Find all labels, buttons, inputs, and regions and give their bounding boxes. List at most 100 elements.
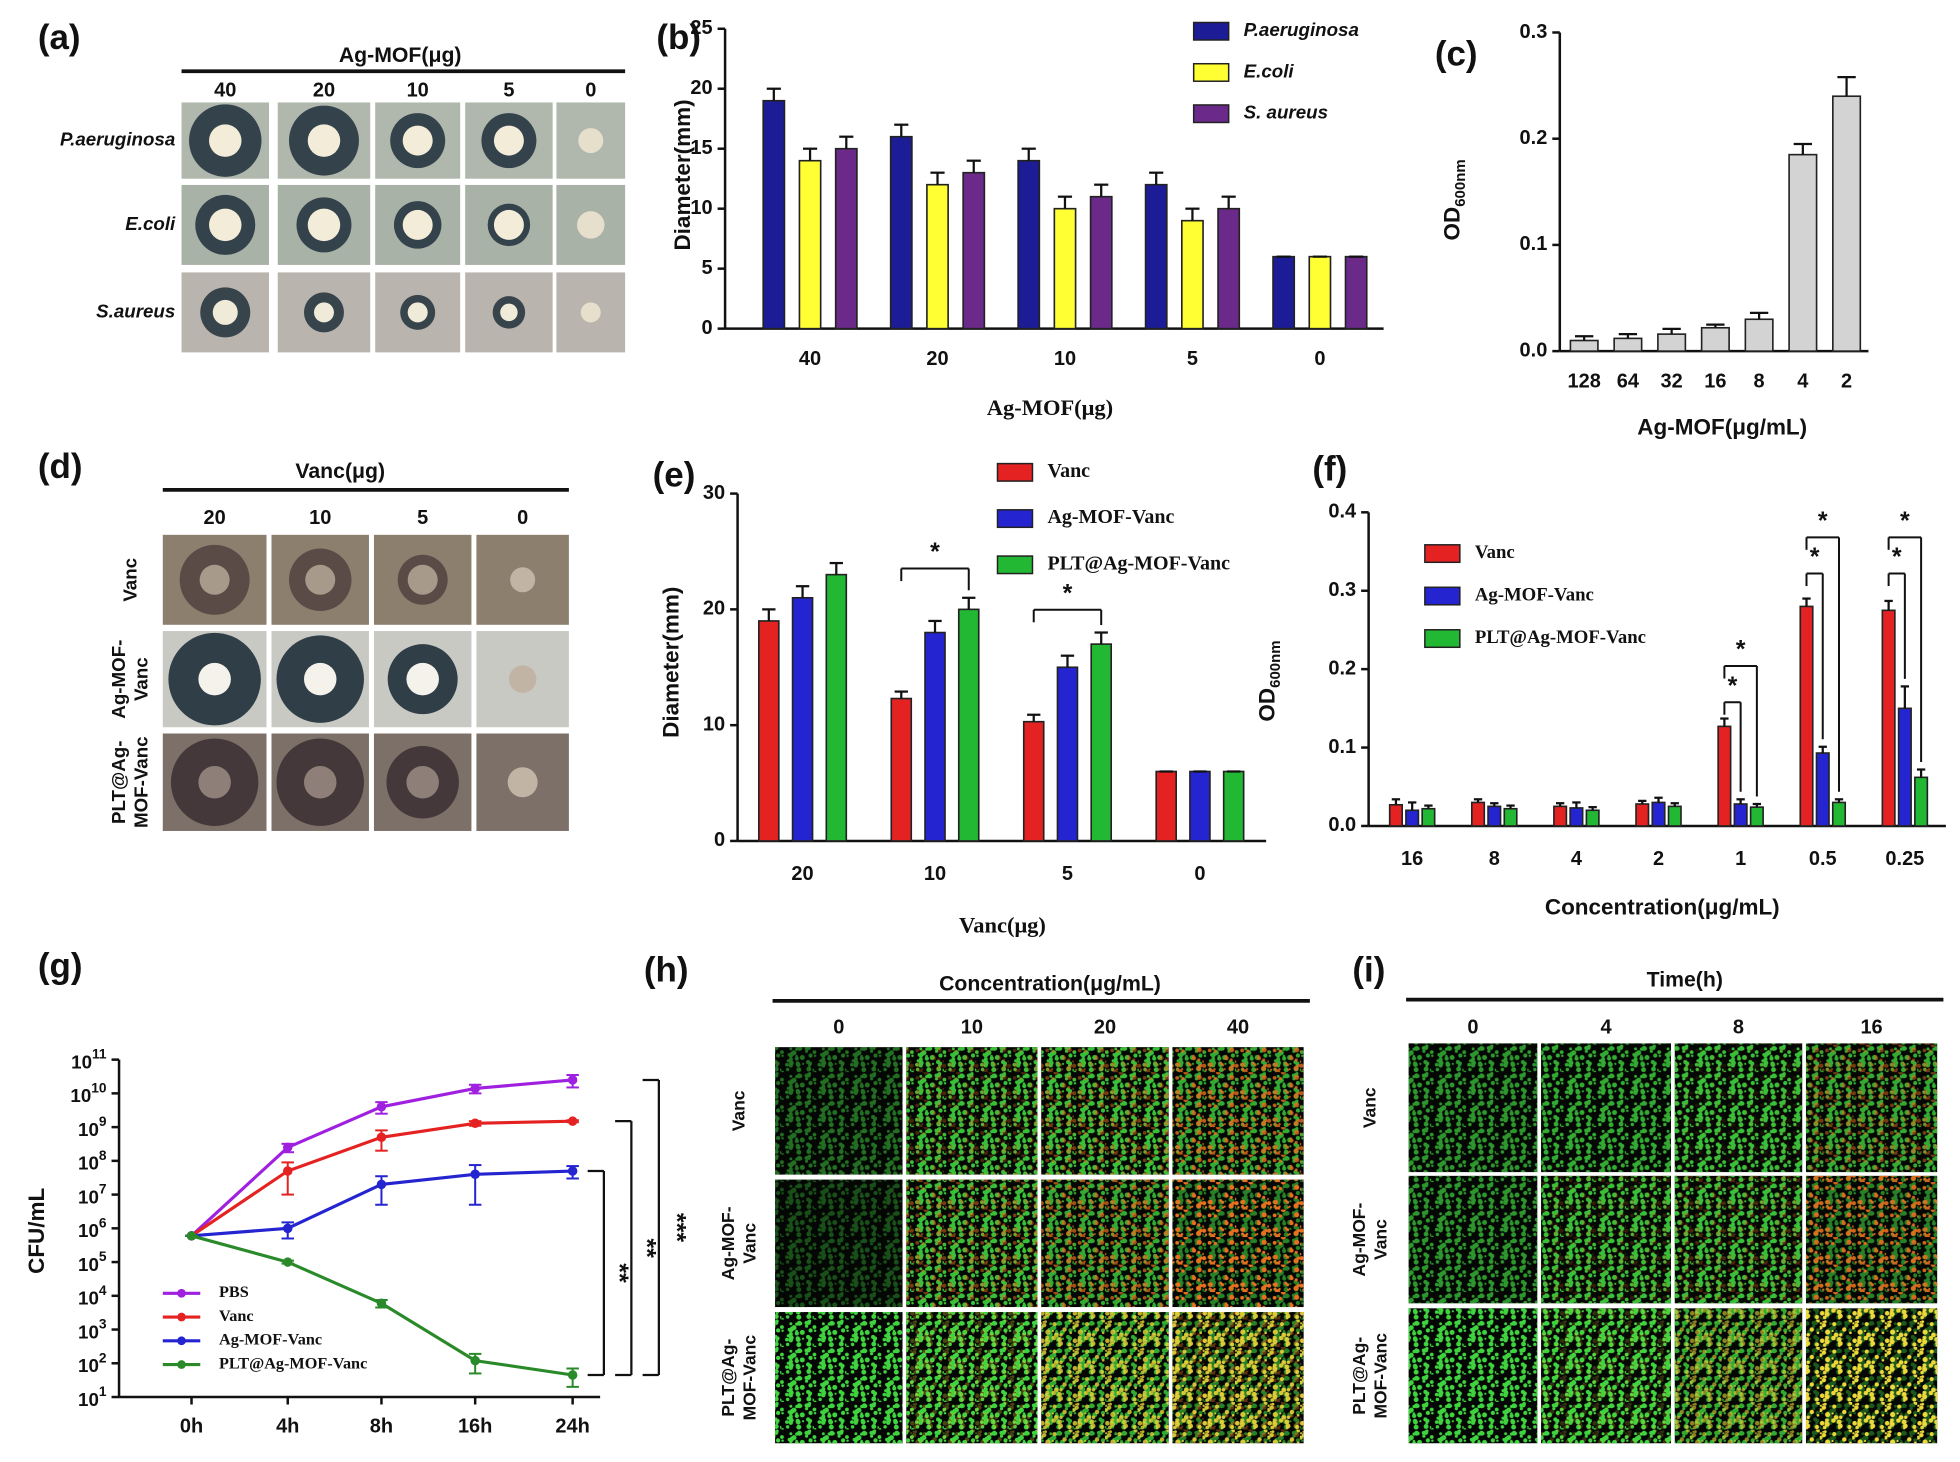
y-tick-label: 0 (701, 317, 712, 339)
legend-label: Ag-MOF-Vanc (219, 1331, 322, 1349)
data-point (376, 1179, 387, 1190)
bar (926, 183, 949, 330)
x-tick-label: 2 (1653, 848, 1664, 870)
bar (1089, 195, 1113, 330)
y-axis-label-text: Diameter(mm) (670, 99, 695, 250)
significance-mark: *** (663, 1213, 691, 1242)
disc (198, 662, 231, 696)
plate-header: Ag-MOF(μg) (339, 43, 462, 67)
bar (924, 631, 946, 842)
data-point (376, 1298, 387, 1309)
plate-header: Vanc(μg) (295, 459, 385, 483)
panel-label: (f) (1312, 449, 1347, 488)
row-label: Vanc (1370, 1219, 1390, 1260)
column-label: 5 (417, 507, 428, 529)
dead-stain (1172, 1047, 1304, 1175)
disc (406, 662, 439, 696)
x-tick-label: 4 (1797, 371, 1808, 393)
y-tick-label: 0.1 (1520, 233, 1548, 255)
x-tick-label: 24h (555, 1415, 589, 1437)
disc (303, 662, 337, 696)
y-tick-base: 10 (78, 1321, 99, 1342)
bar (1155, 770, 1177, 842)
disc (406, 765, 439, 799)
data-point (186, 1231, 197, 1241)
x-tick-label: 5 (1062, 863, 1073, 885)
row-label: Vanc (729, 1090, 749, 1131)
row-label: PLT@Ag- (108, 740, 129, 823)
live-stain (775, 1047, 903, 1175)
significance-mark: * (1736, 636, 1746, 664)
bar (1749, 806, 1764, 827)
y-axis-label: OD600nm (1440, 159, 1470, 240)
disc (307, 124, 341, 157)
bar (1344, 255, 1368, 330)
bar (1553, 805, 1568, 827)
y-axis-label-text: OD (1255, 688, 1280, 722)
column-label: 20 (204, 507, 226, 529)
x-tick-label: 4 (1571, 848, 1582, 870)
x-tick-label: 0 (1194, 863, 1205, 885)
x-tick-label: 16h (458, 1415, 492, 1437)
row-label: MOF-Vanc (739, 1335, 759, 1421)
legend-swatch (996, 462, 1034, 482)
panel-label: (a) (38, 18, 81, 57)
data-point (470, 1169, 480, 1180)
row-label: Vanc (131, 657, 152, 701)
bar (1657, 333, 1687, 352)
data-point (567, 1116, 578, 1126)
legend-swatch (1192, 21, 1230, 41)
x-tick-label: 0h (180, 1415, 203, 1437)
bar (1017, 159, 1041, 330)
panel-label: (h) (644, 950, 689, 989)
legend-marker (177, 1336, 186, 1346)
column-label: 16 (1860, 1017, 1882, 1039)
row-label: MOF-Vanc (131, 736, 152, 828)
legend-marker (177, 1312, 186, 1322)
disc (507, 767, 538, 798)
disc (313, 302, 334, 323)
data-point (376, 1102, 387, 1112)
legend-marker (177, 1288, 186, 1298)
panel-label: (c) (1435, 34, 1478, 73)
x-tick-label: 8 (1489, 848, 1500, 870)
panel-label: (i) (1352, 950, 1385, 989)
bar (957, 608, 980, 842)
row-label: Vanc (119, 558, 140, 602)
bar (1272, 255, 1296, 330)
bar (1308, 255, 1332, 330)
y-tick-base: 10 (78, 1153, 99, 1174)
x-tick-label: 8 (1754, 371, 1765, 393)
legend-label: Ag-MOF-Vanc (1047, 506, 1174, 528)
column-label: 0 (585, 80, 596, 102)
y-tick-base: 10 (78, 1288, 99, 1309)
panel-label: (g) (38, 947, 83, 986)
row-label: E.coli (125, 213, 176, 234)
legend-label: Vanc (219, 1307, 254, 1325)
y-tick-label: 0 (714, 829, 725, 851)
y-tick-label: 0.4 (1328, 501, 1356, 523)
legend-label: PLT@Ag-MOF-Vanc (219, 1354, 367, 1372)
significance-mark: * (1063, 579, 1073, 607)
panel-label: (b) (656, 18, 701, 57)
y-tick-label: 104 (78, 1282, 107, 1308)
legend-label: E.coli (1244, 60, 1295, 81)
disc (510, 567, 536, 593)
dead-stain (1172, 1179, 1304, 1308)
bar (1914, 776, 1929, 827)
column-label: 20 (1094, 1017, 1116, 1039)
y-axis-label-sub: 600nm (1267, 640, 1284, 687)
y-axis-label-sub: 600nm (1452, 159, 1469, 206)
y-tick-label: 0.3 (1328, 579, 1356, 601)
bar (1717, 725, 1732, 827)
significance-mark: * (1810, 543, 1820, 571)
disc (493, 125, 524, 156)
x-tick-label: 128 (1567, 371, 1600, 393)
y-tick-label: 10 (703, 713, 725, 735)
live-stain (1541, 1043, 1672, 1173)
column-label: 20 (313, 80, 335, 102)
x-axis-label: Vanc(μg) (959, 912, 1046, 937)
legend-swatch (1424, 586, 1461, 606)
row-label: Ag-MOF- (1349, 1203, 1369, 1277)
bar (1421, 807, 1436, 827)
